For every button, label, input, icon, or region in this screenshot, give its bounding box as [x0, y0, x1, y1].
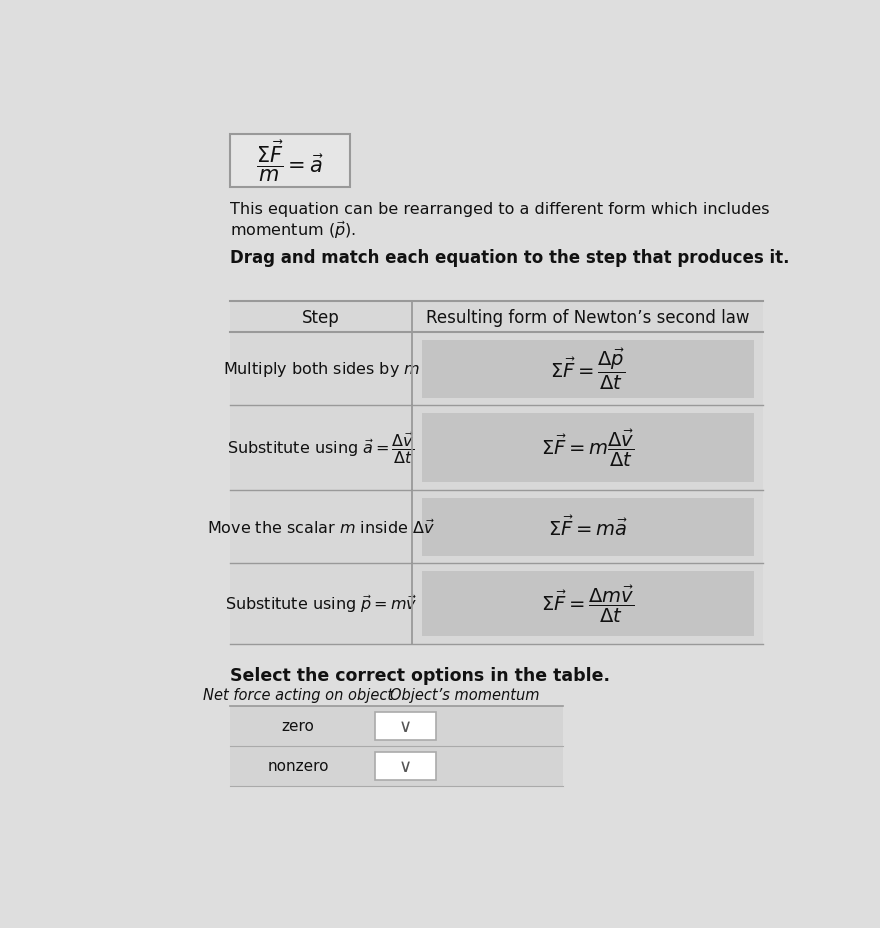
Text: $\Sigma\vec{F} = m\dfrac{\Delta\vec{v}}{\Delta t}$: $\Sigma\vec{F} = m\dfrac{\Delta\vec{v}}{…: [541, 428, 634, 469]
Bar: [231, 746, 563, 786]
Text: $\dfrac{\Sigma\vec{F}}{m} = \vec{a}$: $\dfrac{\Sigma\vec{F}}{m} = \vec{a}$: [256, 138, 324, 184]
Text: Step: Step: [303, 308, 340, 327]
Text: Multiply both sides by $m$: Multiply both sides by $m$: [223, 360, 420, 379]
Bar: [422, 498, 754, 556]
Text: Net force acting on object: Net force acting on object: [203, 687, 393, 702]
Text: Drag and match each equation to the step that produces it.: Drag and match each equation to the step…: [231, 249, 789, 266]
Bar: [231, 303, 763, 644]
Bar: [422, 572, 754, 637]
Text: $\Sigma\vec{F} = m\vec{a}$: $\Sigma\vec{F} = m\vec{a}$: [547, 515, 627, 539]
Text: Move the scalar $m$ inside $\Delta\vec{v}$: Move the scalar $m$ inside $\Delta\vec{v…: [207, 518, 435, 536]
Bar: [231, 706, 563, 746]
Text: Substitute using $\vec{a} = \dfrac{\Delta\vec{v}}{\Delta t}$: Substitute using $\vec{a} = \dfrac{\Delt…: [227, 431, 415, 466]
Bar: [375, 752, 436, 780]
Text: Substitute using $\vec{p} = m\vec{v}$: Substitute using $\vec{p} = m\vec{v}$: [225, 593, 417, 614]
Text: nonzero: nonzero: [268, 758, 329, 773]
Text: ∨: ∨: [399, 717, 412, 735]
Bar: [422, 341, 754, 398]
Text: $\Sigma\vec{F} = \dfrac{\Delta\vec{p}}{\Delta t}$: $\Sigma\vec{F} = \dfrac{\Delta\vec{p}}{\…: [550, 347, 626, 392]
Bar: [231, 135, 350, 188]
Text: $\Sigma\vec{F} = \dfrac{\Delta m\vec{v}}{\Delta t}$: $\Sigma\vec{F} = \dfrac{\Delta m\vec{v}}…: [541, 584, 634, 625]
Text: This equation can be rearranged to a different form which includes: This equation can be rearranged to a dif…: [231, 202, 770, 217]
Text: momentum ($\vec{p}$).: momentum ($\vec{p}$).: [231, 219, 356, 240]
Text: Resulting form of Newton’s second law: Resulting form of Newton’s second law: [426, 308, 750, 327]
Bar: [422, 414, 754, 483]
Text: Select the correct options in the table.: Select the correct options in the table.: [231, 666, 610, 684]
Text: ∨: ∨: [399, 757, 412, 775]
Text: zero: zero: [282, 718, 314, 733]
Bar: [375, 712, 436, 740]
Text: Object’s momentum: Object’s momentum: [390, 687, 539, 702]
